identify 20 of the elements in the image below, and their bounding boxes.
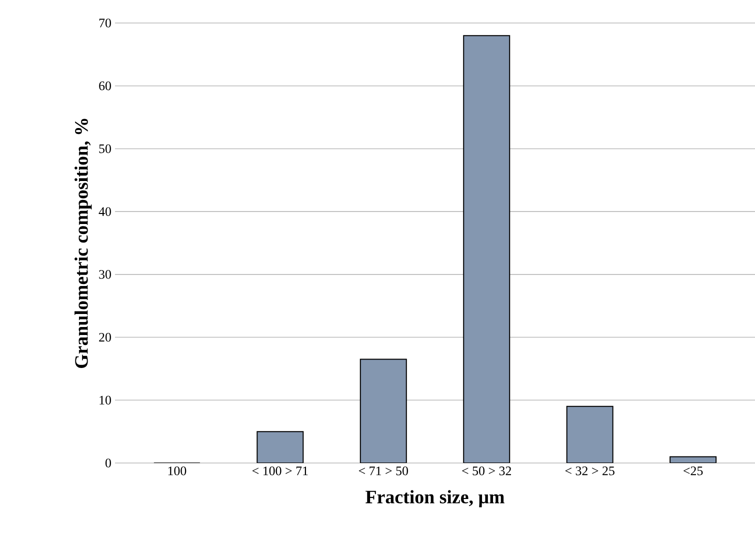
y-tick-label: 60: [99, 81, 111, 90]
x-tick-label: < 71 > 50: [358, 466, 408, 476]
x-tick-label: < 32 > 25: [565, 466, 614, 476]
y-tick-label: 30: [99, 270, 111, 279]
x-tick-label: 100: [168, 466, 186, 476]
y-tick-label: 50: [99, 144, 111, 154]
bar: [256, 431, 304, 463]
bar: [360, 358, 407, 463]
y-tick-label: 40: [98, 207, 111, 216]
bar: [566, 406, 614, 463]
y-tick-label: 0: [106, 458, 111, 468]
bar: [463, 35, 510, 463]
x-tick-label: < 100 > 71: [252, 466, 308, 476]
y-axis-title: Granulometric composition, %: [74, 118, 92, 368]
x-tick-label: <25: [684, 466, 703, 476]
x-tick-label: < 50 > 32: [462, 466, 512, 476]
x-axis-title: Fraction size, μm: [366, 490, 504, 508]
y-tick-label: 10: [100, 396, 111, 405]
y-tick-label: 70: [99, 18, 111, 28]
y-tick-label: 20: [99, 332, 111, 342]
